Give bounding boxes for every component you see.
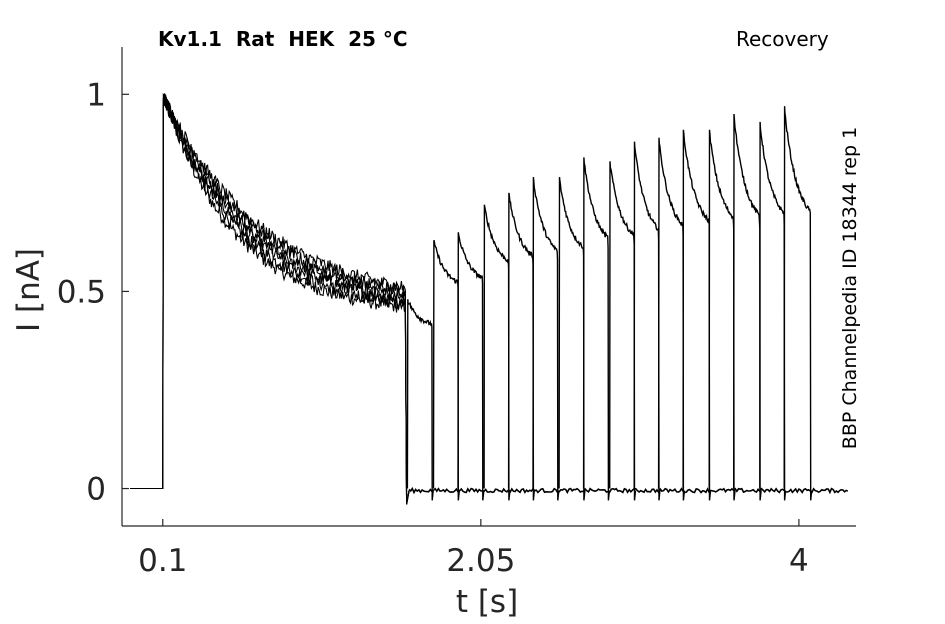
test-pulse-trace xyxy=(532,177,560,501)
protocol-label: Recovery xyxy=(736,27,829,51)
y-tick-label: 0 xyxy=(86,472,106,508)
test-pulse-trace xyxy=(733,113,762,501)
x-tick-label: 2.05 xyxy=(446,543,515,579)
test-pulse-trace xyxy=(483,204,511,501)
y-tick-label: 0.5 xyxy=(57,274,106,310)
current-traces xyxy=(130,92,849,505)
y-tick-label: 1 xyxy=(86,77,106,113)
prepulse-sweep xyxy=(130,94,410,505)
test-pulse-trace xyxy=(558,177,586,501)
test-pulse-trace xyxy=(582,157,611,501)
test-pulse-trace xyxy=(657,137,686,501)
test-pulse-trace xyxy=(406,299,434,501)
x-tick-label: 0.1 xyxy=(138,543,187,579)
test-pulse-trace xyxy=(633,141,661,501)
test-pulse-trace xyxy=(432,239,460,501)
test-pulse-trace xyxy=(609,161,637,501)
test-pulse-trace xyxy=(759,121,787,501)
test-pulse-trace xyxy=(457,232,485,501)
test-pulse-trace xyxy=(708,129,736,501)
test-pulse-trace xyxy=(783,106,813,501)
prepulse-sweep xyxy=(130,93,410,505)
test-pulse-trace xyxy=(682,129,712,501)
prepulse-sweep xyxy=(130,98,410,505)
y-axis-label: I [nA] xyxy=(11,247,47,333)
x-axis-label: t [s] xyxy=(455,584,519,620)
source-label: BBP Channelpedia ID 18344 rep 1 xyxy=(839,126,861,450)
baseline-trace xyxy=(408,486,849,495)
prepulse-sweep xyxy=(130,92,410,505)
x-tick-label: 4 xyxy=(789,543,809,579)
axes: 0.1 2.05 4 0 0.5 1 xyxy=(57,47,856,579)
test-pulse-trace xyxy=(507,192,535,501)
chart-title: Kv1.1 Rat HEK 25 °C xyxy=(158,27,408,51)
